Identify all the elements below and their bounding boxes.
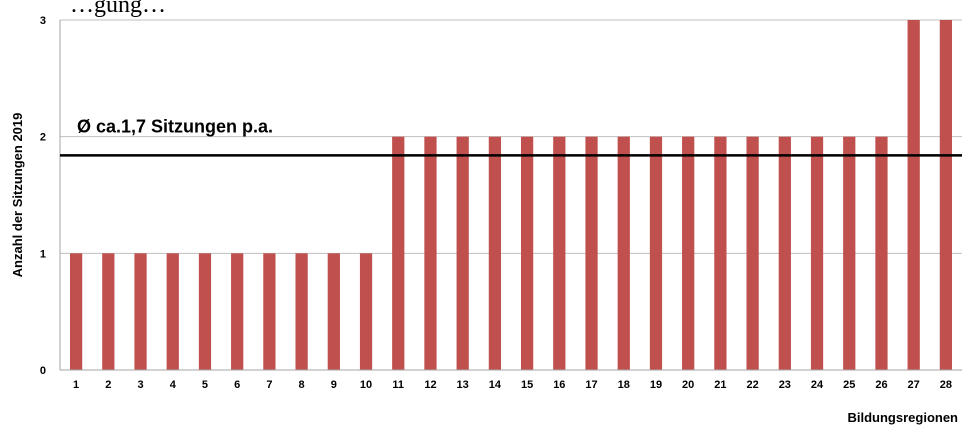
bar <box>488 136 502 370</box>
bar <box>198 253 212 370</box>
x-tick-label: 26 <box>875 379 887 391</box>
bar <box>810 136 824 370</box>
x-tick-label: 1 <box>73 379 79 391</box>
x-tick-label: 13 <box>457 379 469 391</box>
bar <box>682 136 695 370</box>
bar <box>231 253 244 370</box>
x-tick-label: 14 <box>489 379 502 391</box>
x-tick-label: 11 <box>392 379 404 391</box>
bar <box>424 136 437 370</box>
y-tick-labels: 0 1 2 3 <box>40 15 46 377</box>
x-tick-label: 6 <box>234 379 240 391</box>
bar <box>843 136 856 370</box>
chart-title: …gung… <box>70 0 166 18</box>
x-tick-label: 21 <box>714 379 726 391</box>
gridlines <box>60 19 962 254</box>
x-tick-label: 20 <box>682 379 694 391</box>
x-tick-label: 25 <box>843 379 855 391</box>
y-tick-label: 1 <box>40 248 46 260</box>
bar <box>392 136 405 370</box>
bar <box>456 136 469 370</box>
x-tick-label: 9 <box>331 379 337 391</box>
bar <box>617 136 630 370</box>
y-tick-label: 2 <box>40 132 46 144</box>
y-tick-label: 3 <box>40 15 46 27</box>
bar <box>102 253 115 370</box>
bar <box>585 136 598 370</box>
x-tick-label: 19 <box>650 379 662 391</box>
bar <box>649 136 663 370</box>
bar <box>746 136 759 370</box>
bar <box>778 136 791 370</box>
bar <box>907 20 920 370</box>
x-tick-label: 12 <box>424 379 436 391</box>
bar <box>939 20 953 370</box>
bar <box>166 253 179 370</box>
x-tick-label: 24 <box>811 379 824 391</box>
x-tick-label: 8 <box>299 379 305 391</box>
bar <box>263 253 276 370</box>
bar <box>553 136 566 370</box>
x-tick-label: 28 <box>940 379 952 391</box>
x-tick-label: 22 <box>746 379 758 391</box>
x-tick-label: 23 <box>779 379 791 391</box>
bar <box>520 136 534 370</box>
bar <box>134 253 147 370</box>
x-tick-label: 10 <box>360 379 372 391</box>
bar <box>295 253 308 370</box>
average-annotation: Ø ca.1,7 Sitzungen p.a. <box>77 116 273 136</box>
bar <box>875 136 888 370</box>
x-tick-label: 27 <box>908 379 920 391</box>
bar <box>714 136 727 370</box>
bar <box>69 253 83 370</box>
bars <box>69 20 953 370</box>
x-tick-label: 2 <box>105 379 111 391</box>
x-tick-label: 15 <box>521 379 533 391</box>
x-tick-labels: 1 2 3 4 5 6 7 8 9 10 11 12 13 14 15 16 17 18 19 20 21 22 23 24 2… <box>73 379 952 391</box>
bar <box>359 253 373 370</box>
bar <box>327 253 340 370</box>
y-tick-label: 0 <box>40 365 46 377</box>
x-tick-label: 16 <box>553 379 565 391</box>
x-tick-label: 3 <box>137 379 143 391</box>
x-axis-title: Bildungsregionen <box>848 410 959 425</box>
x-tick-label: 17 <box>585 379 597 391</box>
x-tick-label: 18 <box>618 379 630 391</box>
x-tick-label: 7 <box>266 379 272 391</box>
x-tick-label: 5 <box>202 379 208 391</box>
x-tick-label: 4 <box>170 379 177 391</box>
y-axis-title: Anzahl der Sitzungen 2019 <box>10 113 25 278</box>
